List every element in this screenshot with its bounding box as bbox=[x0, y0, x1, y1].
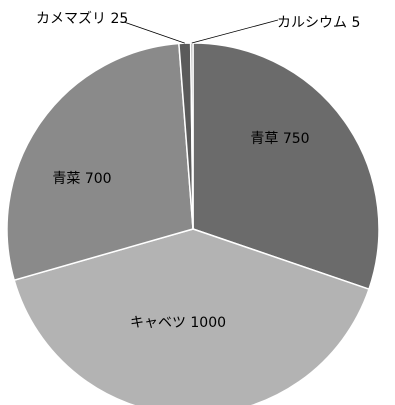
data-label-2: 青菜 700 bbox=[52, 171, 111, 187]
leader-line-4 bbox=[191, 19, 279, 44]
data-labels: 青草 750 キャベツ 1000 青菜 700 カメマズリ 25 カルシウム 5 bbox=[36, 11, 360, 331]
leader-line-3 bbox=[123, 21, 185, 44]
pie-slice-0 bbox=[192, 42, 380, 291]
data-label-1: キャベツ 1000 bbox=[130, 315, 226, 331]
pie-slice-1 bbox=[13, 228, 370, 405]
data-label-3: カメマズリ 25 bbox=[36, 11, 128, 27]
data-label-0: 青草 750 bbox=[250, 131, 309, 147]
pie-slice-2 bbox=[6, 42, 194, 282]
pie-slices bbox=[6, 42, 380, 405]
data-label-4: カルシウム 5 bbox=[277, 15, 360, 31]
leader-lines bbox=[123, 19, 279, 44]
